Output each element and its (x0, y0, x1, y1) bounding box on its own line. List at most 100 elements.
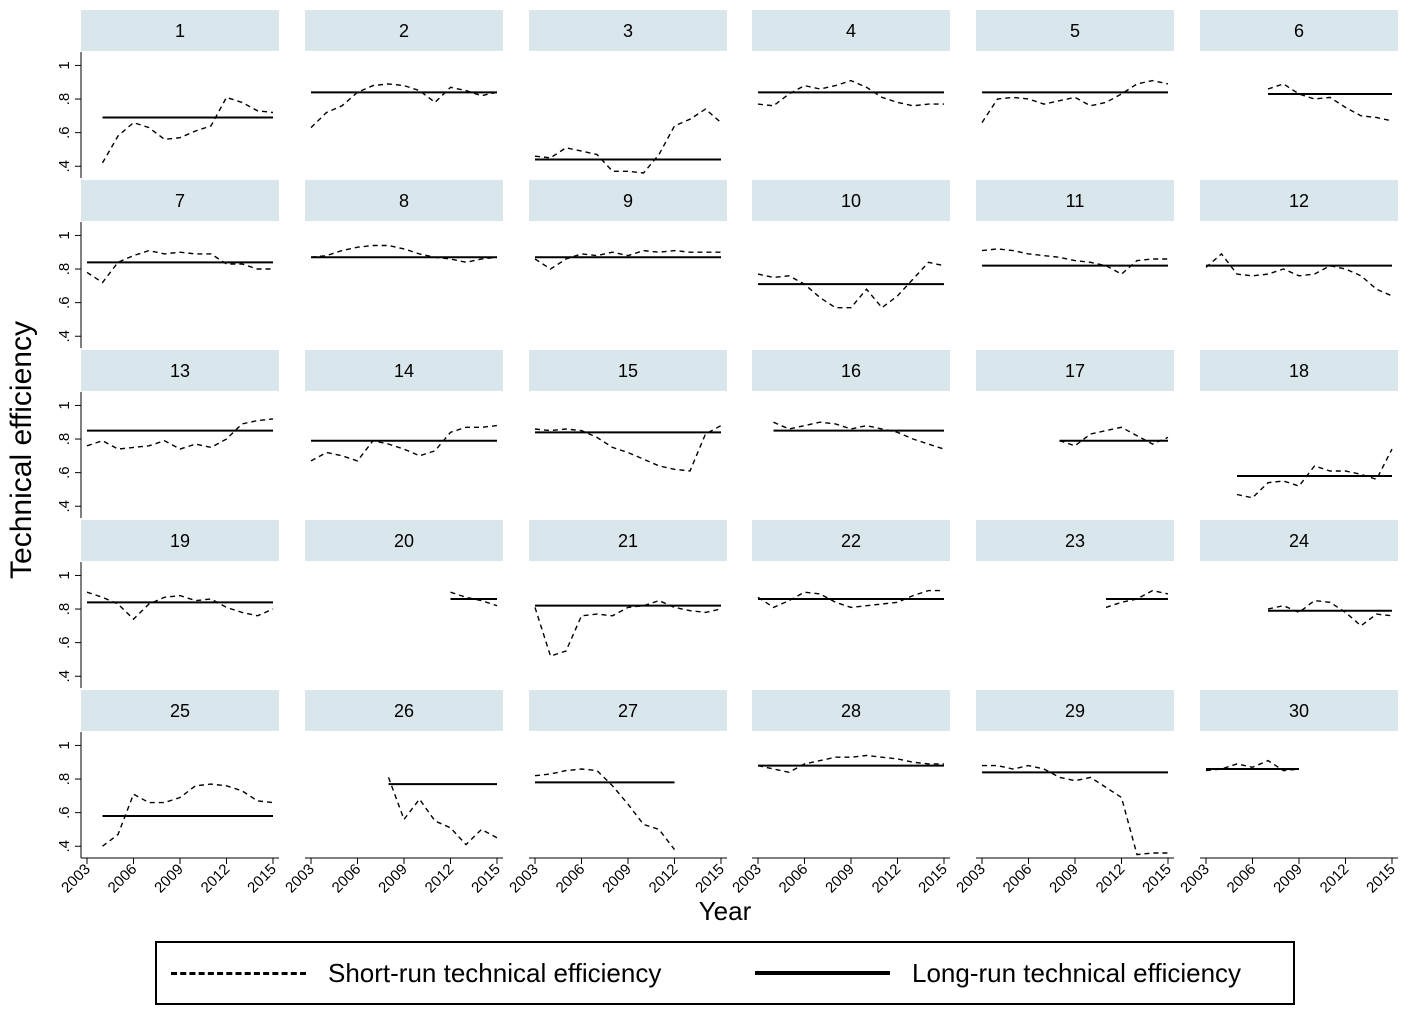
short-run-line (1267, 599, 1393, 627)
y-tick-label: 1 (56, 231, 73, 239)
panel-strip (752, 520, 950, 561)
x-tick-label: 2015 (915, 861, 951, 897)
panel-title: 28 (841, 701, 861, 721)
panel-title: 3 (623, 21, 633, 41)
x-tick-label: 2003 (282, 861, 318, 897)
legend-label-short-run: Short-run technical efficiency (328, 957, 662, 988)
short-run-line (101, 96, 274, 164)
short-run-line (534, 424, 722, 472)
y-tick-label: .4 (56, 840, 73, 853)
x-tick-label: 2009 (822, 861, 858, 897)
x-tick-label: 2003 (953, 861, 989, 897)
panel-28: 28 2003 2006 2009 2012 2015 (729, 690, 951, 896)
panel-strip (81, 10, 279, 51)
y-tick-label: 1 (56, 571, 73, 579)
panel-strip (529, 520, 727, 561)
short-run-line (102, 783, 274, 847)
short-run-line (534, 599, 722, 657)
y-tick-label: .4 (56, 670, 73, 683)
short-run-line (534, 108, 722, 174)
x-tick-label: 2012 (1093, 861, 1129, 897)
x-tick-label: 2003 (729, 861, 765, 897)
legend-item-short-run: Short-run technical efficiency (171, 943, 661, 1003)
y-tick-label: .8 (56, 603, 73, 616)
panel-title: 1 (175, 21, 185, 41)
panel-strip (976, 520, 1174, 561)
y-tick-label: .6 (56, 636, 73, 649)
x-tick-label: 2009 (375, 861, 411, 897)
panel-strip (752, 690, 950, 731)
y-tick-label: 1 (56, 741, 73, 749)
short-run-line (1236, 448, 1393, 499)
x-tick-label: 2015 (1363, 861, 1399, 897)
legend: Short-run technical efficiency Long-run … (155, 941, 1295, 1005)
panel-title: 20 (394, 531, 414, 551)
panel-title: 25 (170, 701, 190, 721)
panel-14: 14 (305, 350, 503, 462)
short-run-line (534, 249, 721, 270)
legend-dashed-line-swatch (171, 971, 306, 975)
short-run-line (757, 754, 944, 774)
panel-strip (529, 690, 727, 731)
panel-title: 30 (1289, 701, 1309, 721)
panel-strip (305, 10, 503, 51)
short-run-line (773, 421, 945, 450)
panel-strip (81, 180, 279, 221)
panel-17: 17 (976, 350, 1174, 447)
x-tick-label: 2006 (1224, 861, 1260, 897)
panel-25: 25 .4 .6 .8 1 2003 2006 2009 2012 2015 (56, 690, 280, 896)
panel-title: 26 (394, 701, 414, 721)
short-run-line (310, 83, 498, 129)
y-axis-title: Technical efficiency (5, 321, 38, 579)
panel-12: 12 (1200, 180, 1398, 297)
short-run-line (1105, 589, 1169, 609)
panel-strip (81, 520, 279, 561)
panel-15: 15 (529, 350, 727, 472)
panel-strip (305, 690, 503, 731)
x-tick-label: 2009 (599, 861, 635, 897)
panel-title: 17 (1065, 361, 1085, 381)
panel-strip (81, 690, 279, 731)
short-run-line (86, 249, 273, 284)
panel-11: 11 (976, 180, 1174, 275)
panel-strip (752, 180, 950, 221)
panel-strip (1200, 690, 1398, 731)
panel-title: 23 (1065, 531, 1085, 551)
x-tick-label: 2015 (468, 861, 504, 897)
short-run-line (981, 248, 1168, 275)
y-tick-label: .6 (56, 806, 73, 819)
x-tick-label: 2003 (1177, 861, 1213, 897)
panel-10: 10 (752, 180, 950, 309)
x-tick-label: 2012 (198, 861, 234, 897)
panel-title: 29 (1065, 701, 1085, 721)
short-run-line (450, 591, 498, 607)
panel-strip (529, 10, 727, 51)
panel-30: 30 2003 2006 2009 2012 2015 (1177, 690, 1399, 896)
panel-6: 6 (1200, 10, 1398, 122)
panel-title: 15 (618, 361, 638, 381)
x-tick-label: 2015 (692, 861, 728, 897)
panel-3: 3 (529, 10, 727, 174)
x-tick-label: 2003 (506, 861, 542, 897)
panel-19: 19 .4 .6 .8 1 (56, 520, 279, 688)
short-run-line (757, 79, 944, 107)
y-tick-label: .6 (56, 466, 73, 479)
y-tick-label: .8 (56, 773, 73, 786)
panel-7: 7 .4 .6 .8 1 (56, 180, 279, 348)
panel-5: 5 (976, 10, 1174, 123)
panel-4: 4 (752, 10, 950, 107)
panel-18: 18 (1200, 350, 1398, 499)
panel-13: 13 .4 .6 .8 1 (56, 350, 279, 518)
panel-title: 21 (618, 531, 638, 551)
x-tick-label: 2006 (1000, 861, 1036, 897)
panel-strip (529, 350, 727, 391)
x-tick-label: 2012 (869, 861, 905, 897)
panel-strip (305, 180, 503, 221)
x-tick-label: 2009 (1046, 861, 1082, 897)
panel-16: 16 (752, 350, 950, 450)
panel-title: 6 (1294, 21, 1304, 41)
panel-title: 10 (841, 191, 861, 211)
x-tick-label: 2006 (776, 861, 812, 897)
panel-title: 8 (399, 191, 409, 211)
